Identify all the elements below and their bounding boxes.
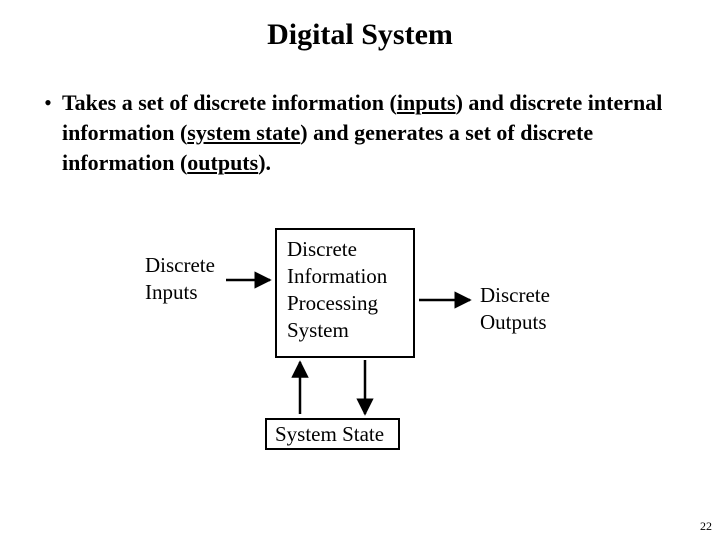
page-number: 22 <box>700 519 712 534</box>
diagram-area: Discrete Information Processing System S… <box>0 0 720 540</box>
arrows <box>0 0 720 540</box>
